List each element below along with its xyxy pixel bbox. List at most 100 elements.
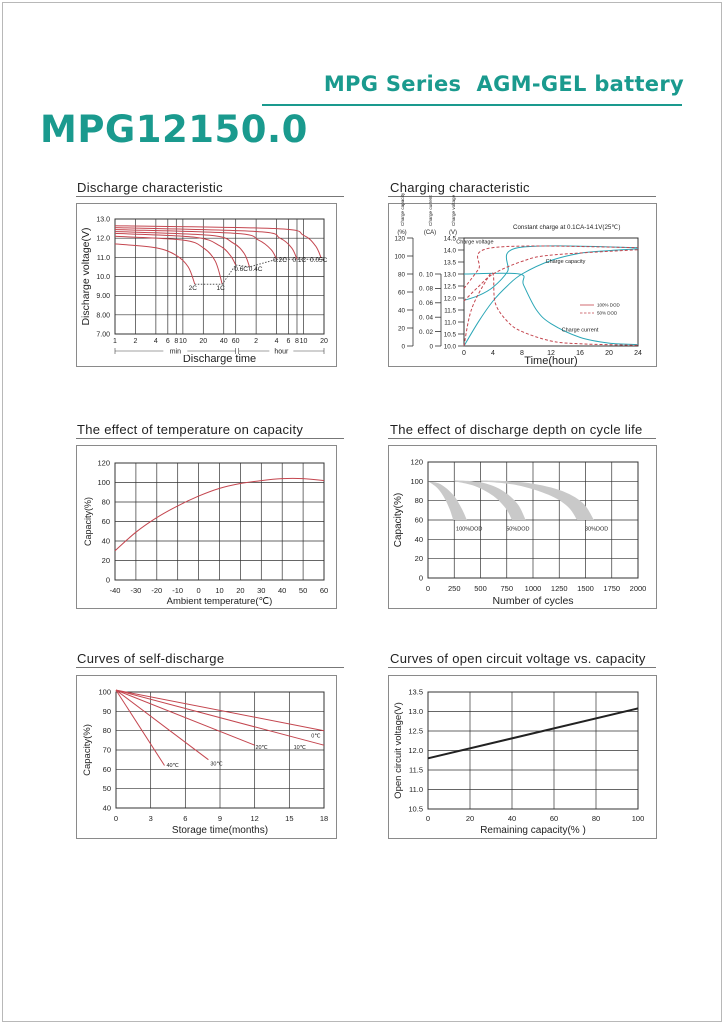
x-tick-label: 4 (154, 338, 158, 345)
y-tick-label: 20 (398, 325, 406, 332)
curve-label: Charge capacity (546, 259, 586, 265)
x-tick-label: 10 (300, 338, 308, 345)
series-line (427, 707, 639, 760)
y-tick-label: 50 (103, 784, 111, 793)
x-tick-label: 6 (287, 338, 291, 345)
y-tick-label: 14.5 (444, 235, 457, 242)
y-tick-label: 10.0 (96, 274, 110, 281)
series-line (114, 235, 223, 285)
chart-frame (76, 203, 337, 367)
x-tick-label: -30 (130, 586, 141, 595)
x-tick-label: 2000 (630, 584, 647, 593)
y-tick-label: 80 (415, 496, 423, 505)
curve-label: 20℃ (255, 745, 268, 751)
y-axis-label: Open circuit voltage(V) (393, 702, 404, 799)
y-tick-label: 13.0 (96, 217, 110, 224)
section-title-temperature: The effect of temperature on capacity (77, 422, 304, 437)
chart-note: Constant charge at 0.1CA-14.1V(25℃) (513, 224, 620, 231)
plot-area (114, 462, 325, 581)
y-tick-label: 120 (394, 235, 405, 242)
series-band (428, 481, 467, 520)
series-line (194, 258, 324, 285)
y-tick-label: 0. 10 (419, 271, 434, 278)
x-tick-label: 1000 (525, 584, 542, 593)
x-tick-label: -40 (110, 586, 121, 595)
x-tick-label: 80 (592, 814, 600, 823)
y-tick-label: 90 (103, 707, 111, 716)
range-label-bg (163, 347, 188, 355)
chart-self-discharge: 0 3 6 9 12 15 18 40 50 60 70 80 90 100 Storage time(mo… (76, 675, 337, 839)
curve-label: 0.6C (234, 266, 248, 273)
y-tick-label: 100 (410, 477, 423, 486)
x-tick-label: 2 (133, 338, 137, 345)
y-tick-label: 12.0 (444, 295, 457, 302)
series-line (463, 272, 639, 347)
y-tick-label: 0 (401, 343, 405, 350)
model-title: MPG12150.0 (40, 108, 308, 151)
y-tick-label: 11.5 (409, 766, 423, 775)
x-tick-label: 60 (320, 586, 328, 595)
section-title-charging: Charging characteristic (390, 180, 530, 195)
chart-temperature: -40 -30 -20 -10 0 10 20 30 40 50 60 0 20 40 60 80 100 120… (76, 445, 337, 609)
series-line (115, 689, 209, 761)
series-line (114, 477, 325, 552)
series-line (114, 229, 278, 260)
y-axis-title: Charge voltage (451, 194, 456, 226)
plot-area (115, 691, 325, 809)
y-tick-label: 70 (103, 746, 111, 755)
x-tick-label: 40 (220, 338, 228, 345)
x-axis-label: Time(hour) (524, 355, 577, 367)
plot-area (114, 218, 325, 335)
y-tick-label: 80 (398, 271, 406, 278)
series-title: MPG Series AGM-GEL battery (323, 72, 684, 96)
x-tick-label: 0 (114, 814, 118, 823)
y-tick-label: 0. 06 (419, 300, 434, 307)
series-line (114, 243, 196, 285)
curve-label: 1C (216, 285, 225, 292)
y-tick-label: 12.0 (96, 236, 110, 243)
x-tick-label: 12 (250, 814, 258, 823)
x-tick-label: 0 (462, 350, 466, 357)
x-axis-label: Storage time(months) (172, 825, 268, 836)
series-line (114, 227, 298, 260)
x-tick-label: 30 (257, 586, 265, 595)
curve-label: 40℃ (166, 763, 179, 769)
y-tick-label: 80 (102, 498, 110, 507)
x-tick-label: 20 (605, 350, 613, 357)
y-tick-label: 60 (415, 516, 423, 525)
y-tick-label: 10.5 (408, 805, 423, 814)
chart-frame (388, 203, 657, 367)
y-axis-title: Charge capacity (400, 192, 405, 226)
x-tick-label: 10 (179, 338, 187, 345)
y-tick-label: 120 (410, 458, 423, 467)
y-tick-label: 12.0 (408, 746, 423, 755)
x-axis-label: Ambient temperature(℃) (167, 596, 273, 607)
chart-discharge: 1 2 4 6 8 10 20 40 60 2 4 6 8 10 207.008.009.0010.011.… (76, 203, 337, 367)
y-tick-label: 14.0 (444, 247, 457, 254)
series-line (463, 245, 639, 289)
curve-label: 0.05C (310, 257, 328, 264)
y-tick-label: 13.0 (444, 271, 457, 278)
x-tick-label: 18 (320, 814, 328, 823)
x-tick-label: 40 (508, 814, 516, 823)
x-tick-label: 6 (166, 338, 170, 345)
y-tick-label: 60 (398, 289, 406, 296)
x-tick-label: 0 (426, 814, 430, 823)
y-axis-unit: (%) (397, 230, 406, 236)
y-tick-label: 100 (98, 688, 111, 697)
x-tick-label: -20 (151, 586, 162, 595)
x-tick-label: 10 (215, 586, 223, 595)
x-tick-label: 3 (149, 814, 153, 823)
x-tick-label: 250 (448, 584, 461, 593)
x-tick-label: -10 (172, 586, 183, 595)
x-tick-label: 15 (285, 814, 293, 823)
x-axis-label: Discharge time (183, 353, 256, 365)
x-tick-label: 8 (295, 338, 299, 345)
y-tick-label: 80 (103, 726, 111, 735)
range-label-bg (269, 347, 294, 355)
x-tick-label: 60 (550, 814, 558, 823)
y-tick-label: 0. 04 (419, 315, 434, 322)
y-tick-label: 40 (103, 804, 111, 813)
